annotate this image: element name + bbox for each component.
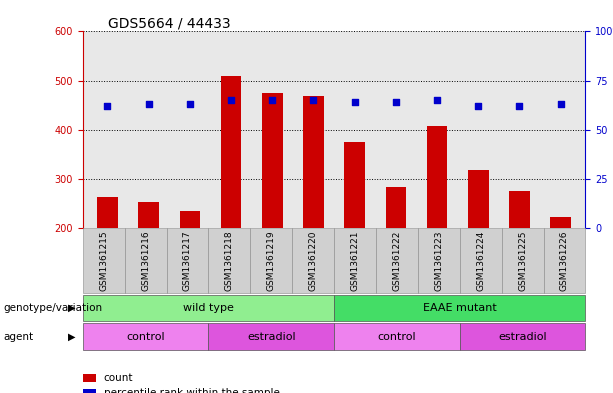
Text: GSM1361220: GSM1361220: [308, 230, 318, 290]
Text: estradiol: estradiol: [247, 332, 295, 342]
Bar: [262, 93, 283, 228]
Text: control: control: [378, 332, 416, 342]
Text: estradiol: estradiol: [498, 332, 547, 342]
Bar: [550, 217, 571, 228]
Bar: [386, 187, 406, 228]
Bar: [97, 197, 118, 228]
Bar: [345, 142, 365, 228]
Text: GSM1361216: GSM1361216: [141, 230, 150, 291]
Point: [473, 103, 483, 109]
Bar: [221, 75, 242, 228]
Bar: [427, 126, 447, 228]
Text: EAAE mutant: EAAE mutant: [423, 303, 497, 313]
Bar: [139, 202, 159, 228]
Text: GSM1361223: GSM1361223: [434, 230, 443, 290]
Text: GSM1361222: GSM1361222: [392, 230, 402, 290]
Bar: [303, 96, 324, 228]
Text: count: count: [104, 373, 133, 383]
Text: genotype/variation: genotype/variation: [3, 303, 102, 313]
Text: GSM1361224: GSM1361224: [476, 230, 485, 290]
Point: [556, 101, 566, 107]
Text: ▶: ▶: [68, 332, 75, 342]
Text: agent: agent: [3, 332, 33, 342]
Point: [308, 97, 318, 103]
Text: GSM1361219: GSM1361219: [267, 230, 276, 291]
Bar: [468, 170, 489, 228]
Point: [514, 103, 524, 109]
Point: [391, 99, 401, 105]
Text: GDS5664 / 44433: GDS5664 / 44433: [108, 16, 230, 30]
Point: [267, 97, 277, 103]
Bar: [509, 191, 530, 228]
Text: GSM1361215: GSM1361215: [99, 230, 109, 291]
Text: GSM1361217: GSM1361217: [183, 230, 192, 291]
Point: [102, 103, 112, 109]
Point: [144, 101, 154, 107]
Point: [432, 97, 442, 103]
Point: [350, 99, 360, 105]
Text: GSM1361221: GSM1361221: [351, 230, 360, 290]
Text: control: control: [126, 332, 165, 342]
Text: GSM1361226: GSM1361226: [560, 230, 569, 290]
Bar: [180, 211, 200, 228]
Text: GSM1361218: GSM1361218: [225, 230, 234, 291]
Point: [226, 97, 236, 103]
Text: GSM1361225: GSM1361225: [518, 230, 527, 290]
Point: [185, 101, 195, 107]
Text: wild type: wild type: [183, 303, 234, 313]
Text: percentile rank within the sample: percentile rank within the sample: [104, 388, 280, 393]
Text: ▶: ▶: [68, 303, 75, 313]
